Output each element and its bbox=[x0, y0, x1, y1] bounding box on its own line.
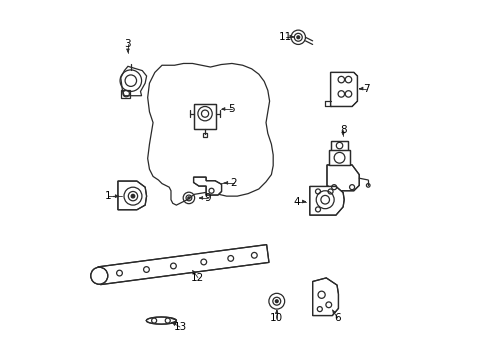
Polygon shape bbox=[193, 177, 221, 195]
Text: 7: 7 bbox=[363, 84, 369, 94]
Circle shape bbox=[131, 194, 135, 198]
Bar bbox=[121, 90, 130, 98]
Circle shape bbox=[275, 300, 278, 303]
Bar bbox=[194, 104, 215, 129]
Text: 1: 1 bbox=[105, 191, 111, 201]
Text: 9: 9 bbox=[204, 193, 211, 203]
Circle shape bbox=[187, 197, 190, 199]
Text: 4: 4 bbox=[293, 197, 299, 207]
Text: 3: 3 bbox=[124, 39, 131, 49]
Polygon shape bbox=[326, 165, 359, 191]
Bar bbox=[330, 140, 348, 150]
Polygon shape bbox=[312, 278, 338, 316]
Circle shape bbox=[91, 267, 107, 284]
Text: 12: 12 bbox=[191, 273, 204, 283]
Polygon shape bbox=[146, 317, 176, 324]
Bar bbox=[203, 134, 206, 137]
Text: 5: 5 bbox=[228, 104, 235, 114]
Bar bbox=[330, 140, 348, 150]
Text: 2: 2 bbox=[230, 178, 237, 188]
Text: 13: 13 bbox=[173, 322, 186, 332]
Polygon shape bbox=[118, 181, 146, 210]
Text: 6: 6 bbox=[334, 313, 340, 323]
Polygon shape bbox=[309, 186, 344, 215]
Bar bbox=[328, 150, 349, 165]
Bar bbox=[328, 150, 349, 165]
Polygon shape bbox=[330, 72, 357, 107]
Text: 10: 10 bbox=[270, 313, 283, 323]
Bar bbox=[194, 104, 215, 129]
Polygon shape bbox=[98, 245, 268, 285]
Text: 8: 8 bbox=[339, 125, 346, 135]
Circle shape bbox=[296, 36, 299, 39]
Text: 11: 11 bbox=[279, 32, 292, 41]
